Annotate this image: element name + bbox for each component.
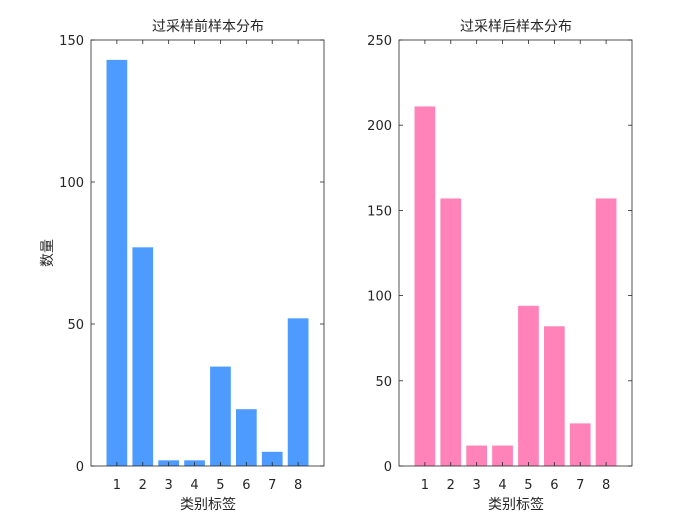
bar-3 — [466, 445, 488, 466]
bar-2 — [132, 247, 154, 466]
bar-6 — [235, 409, 257, 466]
x-tick-label: 4 — [498, 478, 506, 493]
y-tick-label: 150 — [367, 204, 392, 219]
bar-5 — [210, 366, 231, 466]
x-axis-label: 类别标签 — [180, 496, 236, 513]
bar-8 — [287, 318, 309, 466]
x-tick-label: 1 — [421, 478, 429, 493]
x-tick-label: 3 — [165, 478, 173, 493]
y-tick-label: 200 — [367, 119, 392, 134]
y-axis-label: 数量 — [40, 239, 56, 267]
bar-4 — [492, 445, 513, 466]
y-tick-label: 0 — [76, 460, 84, 475]
bar-1 — [106, 59, 128, 466]
y-tick-label: 50 — [67, 318, 84, 333]
chart-panel-before: 过采样前样本分布 类别标签 数量 1 2 3 4 5 6 7 8 0 50 100 150 — [40, 18, 325, 513]
chart-title: 过采样后样本分布 — [460, 19, 572, 35]
bar-7 — [569, 423, 591, 466]
x-tick-label: 4 — [190, 478, 198, 493]
x-tick-label: 5 — [524, 478, 532, 493]
y-tick-label: 100 — [367, 290, 392, 305]
x-tick-label: 5 — [216, 478, 224, 493]
x-tick-label: 8 — [294, 478, 302, 493]
x-tick-label: 7 — [576, 478, 584, 493]
chart-panel-after: 过采样后样本分布 类别标签 1 2 3 4 5 6 7 8 0 50 100 150 200 250 — [367, 19, 633, 513]
y-tick-label: 50 — [375, 375, 392, 390]
chart-title: 过采样前样本分布 — [152, 18, 264, 35]
bar-8 — [595, 198, 617, 466]
bar-2 — [440, 198, 462, 466]
bar-1 — [414, 106, 436, 467]
x-tick-label: 2 — [447, 478, 455, 493]
bar-7 — [261, 451, 283, 466]
y-tick-label: 250 — [367, 34, 392, 49]
x-tick-label: 2 — [139, 478, 147, 493]
y-tick-label: 150 — [59, 34, 84, 49]
x-tick-label: 8 — [602, 478, 610, 493]
x-tick-label: 3 — [473, 478, 481, 493]
y-tick-label: 100 — [59, 176, 84, 191]
x-tick-label: 7 — [268, 478, 276, 493]
x-tick-label: 6 — [550, 478, 558, 493]
y-tick-label: 0 — [384, 460, 392, 475]
x-tick-label: 1 — [113, 478, 121, 493]
x-tick-label: 6 — [242, 478, 250, 493]
x-axis-label: 类别标签 — [488, 496, 544, 513]
axes-box — [90, 39, 325, 467]
bar-5 — [518, 305, 539, 466]
axes-box — [398, 39, 633, 467]
bar-6 — [543, 326, 565, 466]
